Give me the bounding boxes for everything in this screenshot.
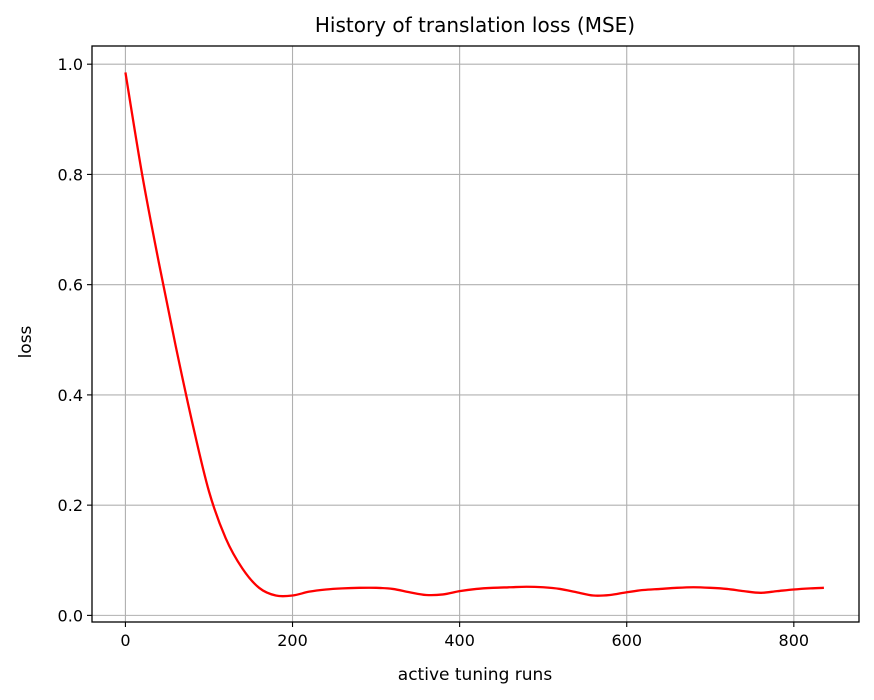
y-tick-label: 0.6 <box>58 276 83 295</box>
y-tick-label: 0.4 <box>58 386 83 405</box>
axis-ticks: 0 200 400 600 800 0.0 0.2 0.4 0.6 0.8 1.0 <box>58 55 810 650</box>
y-tick-label: 0.2 <box>58 496 83 515</box>
y-axis-label: loss <box>16 325 36 358</box>
loss-series-line <box>124 72 824 598</box>
grid-lines <box>92 46 859 622</box>
x-tick-label: 0 <box>120 631 130 650</box>
y-tick-label: 0.8 <box>58 165 83 184</box>
x-tick-label: 200 <box>277 631 308 650</box>
plot-frame <box>91 45 860 623</box>
series-layer <box>124 72 824 598</box>
x-tick-label: 600 <box>611 631 642 650</box>
x-tick-label: 800 <box>779 631 810 650</box>
y-tick-label: 1.0 <box>58 55 83 74</box>
x-axis-label: active tuning runs <box>398 665 553 685</box>
x-tick-label: 400 <box>444 631 475 650</box>
y-tick-label: 0.0 <box>58 606 83 625</box>
chart-title: History of translation loss (MSE) <box>315 13 635 37</box>
